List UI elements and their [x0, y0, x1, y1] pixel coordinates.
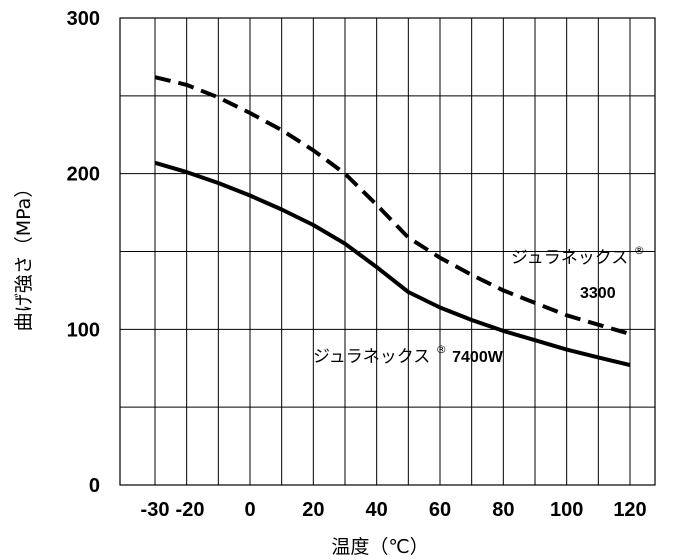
series-line-0 [154, 75, 631, 336]
series-line-1 [154, 160, 631, 368]
svg-text:ジュラネックス ®: ジュラネックス ® [511, 244, 645, 268]
annotation-3300: ジュラネックス ® 3300 [511, 244, 645, 302]
plot-frame [119, 17, 656, 486]
x-tick-label: 60 [429, 499, 451, 521]
x-tick-label: 80 [492, 499, 514, 521]
x-tick-label: -30 [141, 499, 170, 521]
tick-labels: -30 -20 0 20 40 60 80 100 120 0 100 200 300 [67, 8, 647, 521]
y-tick-label: 0 [89, 475, 100, 497]
annotation-7400w-name: ジュラネックス [313, 347, 430, 367]
x-tick-label: 0 [244, 499, 255, 521]
annotation-7400w-number: 7400W [452, 349, 504, 366]
annotation-3300-mark: ® [634, 244, 645, 257]
y-tick-label: 100 [67, 319, 100, 341]
x-axis-label: 温度（℃） [331, 536, 428, 558]
x-tick-label: 40 [366, 499, 388, 521]
annotation-3300-name: ジュラネックス [511, 248, 628, 268]
y-tick-label: 200 [67, 164, 100, 186]
svg-text:ジュラネックス ® 7400W: ジュラネックス ® 7400W [313, 338, 504, 367]
grid [119, 17, 656, 486]
series-lines [154, 75, 631, 368]
x-tick-label: 100 [550, 499, 583, 521]
x-tick-label: 120 [613, 499, 646, 521]
annotation-3300-number: 3300 [580, 285, 616, 302]
y-axis-label: 曲げ強さ（MPa） [13, 179, 35, 332]
x-tick-label: 20 [302, 499, 324, 521]
x-tick-label: -20 [176, 499, 205, 521]
annotation-7400w: ジュラネックス ® 7400W [313, 338, 504, 367]
annotation-7400w-mark: ® [436, 343, 447, 356]
y-tick-label: 300 [67, 8, 100, 30]
